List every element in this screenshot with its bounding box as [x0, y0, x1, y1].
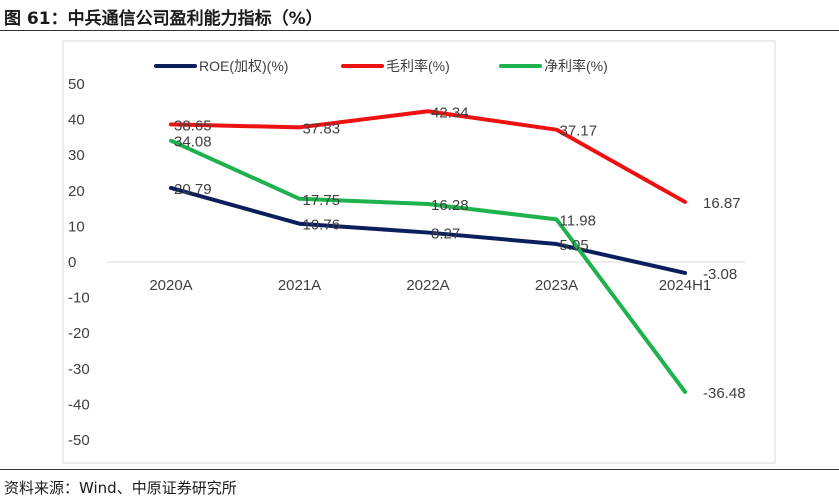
bottom-rule [0, 469, 839, 470]
data-label: 20.79 [174, 181, 212, 198]
data-label: 38.65 [174, 117, 212, 134]
data-label: 10.76 [303, 217, 341, 234]
figure-title: 图 61：中兵通信公司盈利能力指标（%） [4, 9, 323, 29]
x-tick-label: 2022A [406, 277, 449, 294]
y-tick-label: -30 [68, 361, 90, 378]
series-line-2 [169, 138, 687, 394]
data-label: 37.83 [303, 120, 341, 137]
series-line-0 [169, 185, 687, 275]
y-tick-label: -40 [68, 396, 90, 413]
data-label: 42.34 [431, 104, 469, 121]
data-label: 8.27 [431, 226, 460, 243]
y-tick-label: -10 [68, 290, 90, 307]
top-rule [0, 30, 839, 31]
series-line-1 [169, 109, 687, 204]
legend-label: 净利率(%) [544, 58, 608, 74]
y-tick-label: 10 [68, 218, 85, 235]
legend-label: 毛利率(%) [386, 58, 450, 74]
y-tick-label: 40 [68, 112, 85, 129]
data-label: 16.87 [703, 195, 741, 212]
legend: ROE(加权)(%) 毛利率(%) 净利率(%) [154, 58, 608, 74]
x-tick-label: 2023A [535, 277, 578, 294]
y-axis-ticks: 50 40 30 20 10 0 -10 -20 -30 -40 -50 [68, 76, 90, 449]
y-tick-label: 0 [68, 254, 76, 271]
data-labels: 20.79 10.76 8.27 5.05 -3.08 38.65 37.83 42.34 37… [174, 104, 746, 402]
x-tick-label: 2021A [278, 277, 321, 294]
data-label: 11.98 [560, 212, 596, 229]
data-label: 16.28 [431, 197, 469, 214]
x-axis-ticks: 2020A 2021A 2022A 2023A 2024H1 [149, 277, 711, 294]
legend-label: ROE(加权)(%) [199, 58, 288, 74]
y-tick-label: 20 [68, 183, 85, 200]
data-label: 37.17 [560, 123, 598, 140]
y-tick-label: 30 [68, 147, 85, 164]
x-tick-label: 2020A [149, 277, 192, 294]
source-note: 资料来源：Wind、中原证券研究所 [4, 479, 237, 497]
y-tick-label: -20 [68, 325, 90, 342]
data-label: 34.08 [174, 134, 212, 151]
data-label: 5.05 [560, 237, 589, 254]
data-label: -36.48 [703, 385, 746, 402]
y-tick-label: 50 [68, 76, 85, 93]
x-tick-label: 2024H1 [659, 277, 712, 294]
chart-border [62, 40, 776, 464]
series-lines [169, 109, 687, 394]
y-tick-label: -50 [68, 432, 90, 449]
data-label: 17.75 [303, 192, 341, 209]
data-label: -3.08 [703, 266, 737, 283]
